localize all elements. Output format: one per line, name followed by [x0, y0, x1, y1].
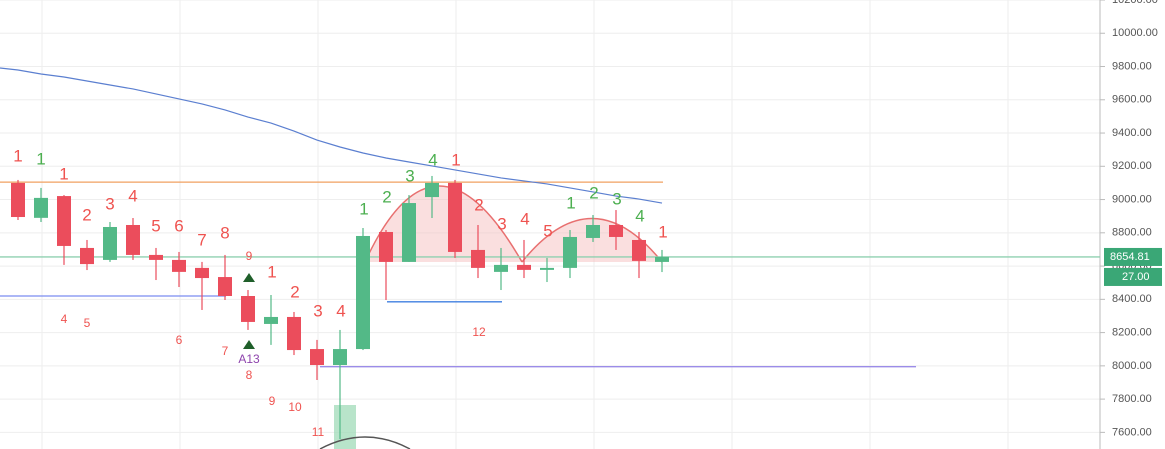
count-label: 8 — [220, 223, 229, 242]
count-label: 6 — [174, 216, 183, 235]
countdown-label: 27.00 — [1122, 271, 1150, 283]
countdown-box — [1104, 267, 1162, 286]
count-label: 5 — [84, 316, 91, 330]
moving-average — [0, 67, 663, 204]
candle-body — [471, 249, 485, 268]
count-label: 1 — [267, 262, 276, 281]
candle-body — [517, 264, 531, 270]
y-tick-label: 9200.00 — [1112, 160, 1152, 172]
count-label: 6 — [176, 333, 183, 347]
count-label: 12 — [472, 325, 486, 339]
candle-body — [241, 296, 255, 322]
candle-body — [402, 203, 416, 262]
y-tick-label: 8000.00 — [1112, 360, 1152, 372]
count-label: 4 — [635, 206, 644, 225]
count-label: 1 — [36, 149, 45, 168]
y-tick-label: 10000.00 — [1112, 27, 1158, 39]
candle-body — [11, 182, 25, 218]
count-label: 5 — [151, 216, 160, 235]
candle-body — [333, 349, 347, 366]
y-tick-label: 7600.00 — [1112, 426, 1152, 438]
count-label: 7 — [197, 230, 206, 249]
count-label: 4 — [428, 150, 437, 169]
count-label: 2 — [589, 183, 598, 202]
count-label: 11 — [312, 425, 325, 439]
price-box — [1104, 247, 1162, 266]
candle-body — [632, 239, 646, 261]
candle-body — [34, 197, 48, 218]
candle-body — [218, 277, 232, 297]
count-label: 1 — [359, 199, 368, 218]
candle-body — [57, 196, 71, 246]
count-label: 4 — [336, 301, 345, 320]
count-label: 3 — [405, 166, 414, 185]
count-label: 3 — [497, 214, 506, 233]
count-label: 9 — [269, 394, 276, 408]
count-label: 2 — [290, 282, 299, 301]
candle-body — [655, 256, 669, 262]
price-label: 8654.81 — [1110, 251, 1150, 263]
candle-body — [310, 349, 324, 366]
count-label: 1 — [566, 193, 575, 212]
y-tick-label: 9000.00 — [1112, 193, 1152, 205]
candle-body — [540, 267, 554, 270]
candle-body — [80, 247, 94, 265]
count-label: 2 — [82, 205, 91, 224]
count-label: 1 — [59, 164, 68, 183]
count-label: 10 — [288, 400, 302, 414]
candle-body — [379, 231, 393, 262]
y-tick-label: 10200.00 — [1112, 0, 1158, 6]
count-label: 1 — [658, 222, 667, 241]
count-label: 3 — [313, 301, 322, 320]
count-label: 4 — [520, 209, 529, 228]
count-label: 8 — [246, 368, 253, 382]
candle-body — [103, 226, 117, 260]
y-tick-label: 9400.00 — [1112, 127, 1152, 139]
count-label: 1 — [451, 150, 460, 169]
candle-body — [494, 264, 508, 272]
candle-body — [287, 316, 301, 351]
count-label: 2 — [474, 195, 483, 214]
count-label: 2 — [382, 187, 391, 206]
count-label: 7 — [222, 344, 229, 358]
count-label: 4 — [61, 312, 68, 326]
candle-body — [356, 235, 370, 350]
count-label: 5 — [543, 221, 552, 240]
count-label: 3 — [105, 194, 114, 213]
candle-body — [586, 224, 600, 238]
count-label: 3 — [612, 189, 621, 208]
count-label: A13 — [238, 352, 260, 366]
y-tick-label: 8400.00 — [1112, 293, 1152, 305]
y-tick-label: 9600.00 — [1112, 94, 1152, 106]
candle-body — [425, 182, 439, 198]
y-tick-label: 8200.00 — [1112, 326, 1152, 338]
candle-body — [448, 182, 462, 252]
y-tick-label: 8800.00 — [1112, 227, 1152, 239]
y-tick-label: 9800.00 — [1112, 60, 1152, 72]
candle-body — [264, 316, 278, 324]
candle-body — [563, 236, 577, 268]
candle-body — [609, 224, 623, 237]
y-tick-label: 7800.00 — [1112, 393, 1152, 405]
count-label: 4 — [128, 186, 137, 205]
candle-body — [149, 254, 163, 260]
count-label: 9 — [246, 249, 253, 263]
candle-body — [172, 259, 186, 272]
count-label: 1 — [13, 146, 22, 165]
candle-body — [195, 267, 209, 279]
candle-body — [126, 224, 140, 255]
